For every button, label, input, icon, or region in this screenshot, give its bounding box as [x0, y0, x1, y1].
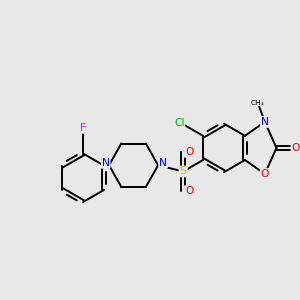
Text: O: O	[292, 143, 300, 153]
Text: S: S	[179, 167, 187, 176]
Text: N: N	[159, 158, 167, 168]
Text: O: O	[185, 147, 193, 157]
Text: N: N	[102, 158, 110, 168]
Text: F: F	[80, 123, 86, 133]
Text: O: O	[185, 186, 193, 196]
Text: CH₃: CH₃	[251, 100, 264, 106]
Text: O: O	[261, 169, 269, 179]
Text: Cl: Cl	[174, 118, 184, 128]
Text: N: N	[261, 117, 269, 127]
